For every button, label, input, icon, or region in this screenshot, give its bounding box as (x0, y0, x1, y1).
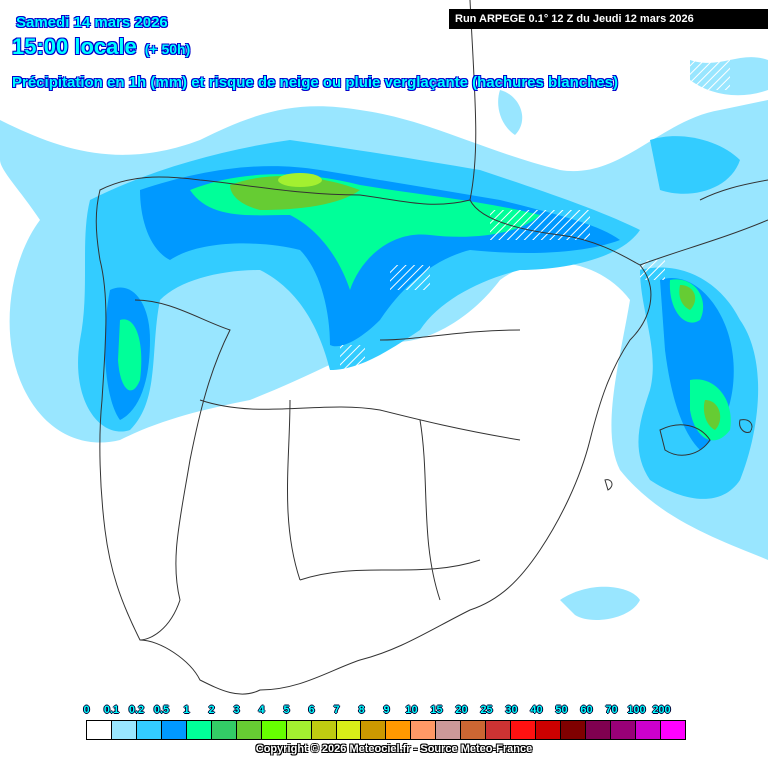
legend-label: 5 (283, 704, 290, 716)
legend-swatch (336, 721, 362, 739)
legend-label: 3 (233, 704, 240, 716)
legend-swatch (161, 721, 187, 739)
map-subtitle: Précipitation en 1h (mm) et risque de ne… (12, 74, 618, 91)
legend-swatch (586, 721, 612, 739)
legend-swatch (635, 721, 661, 739)
legend-label: 60 (580, 704, 593, 716)
legend-swatch (286, 721, 312, 739)
legend-label: 2 (208, 704, 215, 716)
legend-swatch (236, 721, 262, 739)
legend-swatch (361, 721, 387, 739)
legend-swatch (461, 721, 487, 739)
region-lines (199, 329, 521, 601)
legend-label: 25 (480, 704, 493, 716)
legend-label: 50 (555, 704, 568, 716)
legend-label: 1 (183, 704, 190, 716)
legend-swatch (87, 721, 112, 739)
legend-label: 6 (308, 704, 315, 716)
legend-swatch (611, 721, 636, 739)
balearic-islands (604, 419, 753, 491)
legend-colorbar (86, 720, 686, 740)
forecast-date: Samedi 14 mars 2026 (16, 14, 168, 31)
legend-label: 8 (358, 704, 365, 716)
legend-swatch (411, 721, 437, 739)
snow-hatching (340, 60, 730, 370)
iberia-coastline (95, 176, 652, 695)
legend-swatch (211, 721, 237, 739)
legend-label: 30 (505, 704, 518, 716)
legend-label: 0.2 (128, 704, 145, 716)
legend-label: 70 (605, 704, 618, 716)
legend-label: 10 (405, 704, 418, 716)
forecast-hour: 15:00 locale (12, 34, 137, 59)
precip-peak (278, 173, 322, 187)
legend-label: 40 (530, 704, 543, 716)
legend-labels: 0 0.1 0.2 0.5 1 2 3 4 5 6 7 8 9 10 15 20 25 30 40 50 60 70 100… (83, 704, 686, 718)
legend-swatch (511, 721, 537, 739)
model-run-label: Run ARPEGE 0.1° 12 Z du Jeudi 12 mars 20… (449, 9, 768, 29)
legend-swatch (536, 721, 562, 739)
legend-swatch (261, 721, 287, 739)
legend-swatch (660, 721, 685, 739)
legend-label: 7 (333, 704, 340, 716)
precip-very-intense (230, 175, 721, 430)
legend-swatch (561, 721, 587, 739)
forecast-time: 15:00 locale (+ 50h) (12, 34, 190, 60)
copyright: Copyright © 2026 Meteociel.fr - Source M… (255, 743, 533, 755)
legend-swatch (186, 721, 212, 739)
legend-swatch (136, 721, 162, 739)
legend-label: 0 (83, 704, 90, 716)
borders (95, 0, 768, 695)
legend-swatch (436, 721, 462, 739)
legend-label: 200 (652, 704, 671, 716)
france-spain-border (469, 0, 477, 201)
legend-swatch (386, 721, 412, 739)
legend-swatch (486, 721, 512, 739)
legend-label: 0.5 (153, 704, 170, 716)
legend-label: 4 (258, 704, 265, 716)
legend-label: 100 (627, 704, 646, 716)
legend-label: 9 (383, 704, 390, 716)
france-coast (639, 179, 768, 266)
forecast-lead-time: (+ 50h) (144, 41, 191, 57)
legend-label: 0.1 (103, 704, 120, 716)
legend-swatch (111, 721, 137, 739)
legend-label: 20 (455, 704, 468, 716)
spain-portugal-border (134, 299, 231, 641)
legend-swatch (311, 721, 337, 739)
legend-label: 15 (430, 704, 443, 716)
